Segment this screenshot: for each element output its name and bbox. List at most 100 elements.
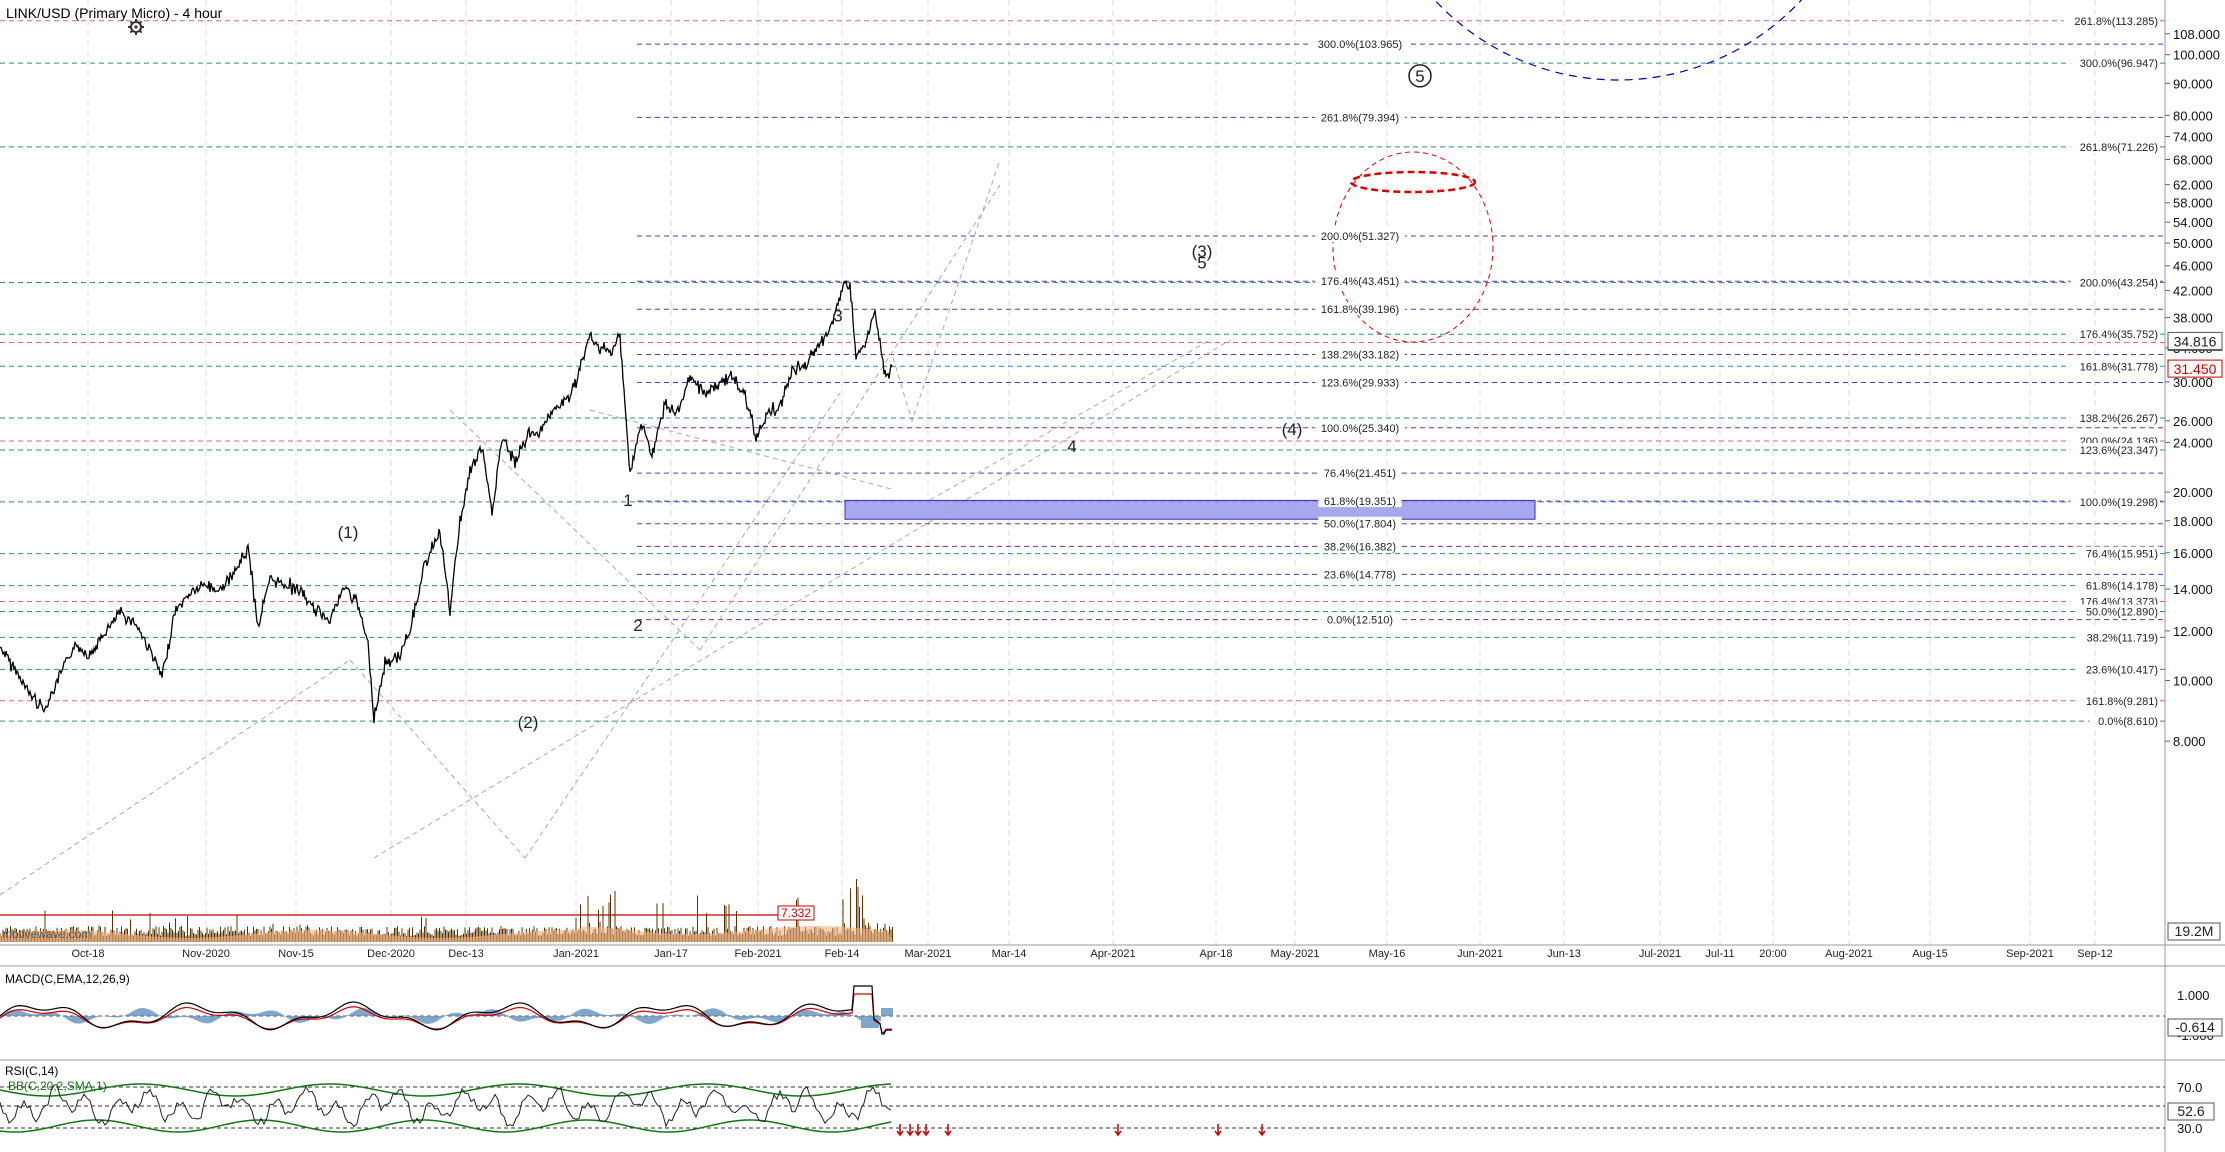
svg-text:34.816: 34.816 [2174, 333, 2217, 349]
svg-text:52.6: 52.6 [2177, 1103, 2204, 1119]
volume-bars: 7.332 [0, 879, 893, 942]
rsi-label: RSI(C,14) [5, 1064, 58, 1078]
blue-target-circle [1433, 0, 1803, 81]
fib-label-right: 61.8%(14.178) [2086, 581, 2158, 593]
date-tick-label: Jul-11 [1705, 948, 1734, 960]
support-zone [844, 499, 1536, 520]
rsi-bb-lower [0, 1119, 892, 1133]
fib-label-middle: 161.8%(39.196) [1321, 304, 1399, 316]
svg-text:31.450: 31.450 [2174, 361, 2217, 377]
price-tick-label: 90.000 [2173, 76, 2213, 91]
date-tick-label: Apr-2021 [1090, 948, 1135, 960]
fib-label-right: 161.8%(9.281) [2086, 696, 2158, 708]
wave-label: 4 [1067, 437, 1076, 456]
price-axis[interactable]: 108.000 100.000 90.000 80.000 74.000 68.000 62… [2165, 27, 2220, 749]
svg-text:7.332: 7.332 [781, 906, 811, 920]
price-tick-label: 62.000 [2173, 178, 2213, 193]
date-tick-label: 20:00 [1759, 948, 1787, 960]
wave-label: 2 [633, 616, 642, 635]
date-tick-label: Sep-12 [2077, 948, 2112, 960]
svg-text:19.2M: 19.2M [2175, 923, 2214, 939]
date-tick-label: Sep-2021 [2006, 948, 2054, 960]
price-marker: 31.450 [2167, 359, 2223, 378]
price-tick-label: 58.000 [2173, 196, 2213, 211]
price-bars [0, 159, 1001, 724]
price-tick-label: 50.000 [2173, 236, 2213, 251]
chart-title: LINK/USD (Primary Micro) - 4 hour [6, 5, 223, 21]
date-tick-label: Dec-2020 [367, 948, 415, 960]
down-arrow-icon [922, 1124, 930, 1137]
rsi-bb-upper [0, 1083, 892, 1097]
price-tick-label: 8.000 [2173, 734, 2206, 749]
fib-label-right: 138.2%(26.267) [2080, 413, 2158, 425]
fib-label-middle: 300.0%(103.965) [1318, 39, 1402, 51]
down-arrow-icon [1214, 1124, 1222, 1137]
price-tick-label: 30.000 [2173, 375, 2213, 390]
gear-icon[interactable] [128, 19, 144, 35]
fib-label-middle: 123.6%(29.933) [1321, 378, 1399, 390]
fib-label-right: 23.6%(10.417) [2086, 664, 2158, 676]
price-tick-label: 24.000 [2173, 436, 2213, 451]
fib-label-right: 261.8%(71.226) [2080, 142, 2158, 154]
fib-label-middle: 76.4%(21.451) [1324, 468, 1396, 480]
date-tick-label: Feb-2021 [734, 948, 781, 960]
fib-label-middle: 0.0%(12.510) [1327, 615, 1393, 627]
down-arrow-icon [914, 1124, 922, 1137]
wave-label: 1 [623, 491, 632, 510]
volume-marker: 19.2M [2167, 922, 2221, 941]
price-series [0, 279, 893, 724]
macd-pane[interactable]: MACD(C,EMA,12,26,9)1.000-1.000-0.614 [0, 972, 2225, 1061]
price-tick-label: 108.000 [2173, 27, 2220, 42]
fib-label-right: 123.6%(23.347) [2080, 445, 2158, 457]
rsi-current-marker: 52.6 [2167, 1102, 2215, 1121]
fib-label-right: 0.0%(8.610) [2098, 716, 2158, 728]
date-tick-label: Aug-2021 [1825, 948, 1873, 960]
fib-label-middle: 61.8%(19.351) [1324, 496, 1396, 508]
date-tick-label: Dec-13 [448, 948, 483, 960]
date-tick-label: May-16 [1369, 948, 1406, 960]
date-tick-label: Jan-17 [654, 948, 688, 960]
macd-label: MACD(C,EMA,12,26,9) [5, 972, 130, 986]
support-zone-box [844, 499, 1536, 520]
rsi-pane[interactable]: RSI(C,14)BB(C,20,2,SMA,1) 70.030.052.6 [0, 1064, 2215, 1137]
price-tick-label: 54.000 [2173, 215, 2213, 230]
svg-text:-0.614: -0.614 [2175, 1019, 2215, 1035]
price-tick-label: 14.000 [2173, 582, 2213, 597]
date-tick-label: Mar-14 [992, 948, 1027, 960]
date-tick-label: Aug-15 [1912, 948, 1947, 960]
wave-label: 5 [1197, 254, 1206, 273]
fib-label-middle: 50.0%(17.804) [1324, 519, 1396, 531]
price-tick-label: 18.000 [2173, 514, 2213, 529]
price-tick-label: 12.000 [2173, 624, 2213, 639]
date-tick-label: Nov-15 [278, 948, 313, 960]
date-tick-label: Nov-2020 [182, 948, 230, 960]
price-tick-label: 100.000 [2173, 48, 2220, 63]
circled-wave-5 [1408, 64, 1432, 88]
price-tick-label: 46.000 [2173, 259, 2213, 274]
price-tick-label: 74.000 [2173, 130, 2213, 145]
wave-label: 3 [833, 306, 842, 325]
wave-label: 5 [1415, 67, 1424, 86]
price-tick-label: 38.000 [2173, 311, 2213, 326]
date-tick-label: Oct-18 [71, 948, 104, 960]
fib-label-right: 300.0%(96.947) [2080, 58, 2158, 70]
price-tick-label: 26.000 [2173, 414, 2213, 429]
target-circles [1332, 0, 1803, 343]
watermark: motivewave.com [2, 927, 91, 941]
rsi-line [0, 1084, 892, 1128]
price-tick-label: 68.000 [2173, 153, 2213, 168]
date-axis[interactable]: Oct-18 Nov-2020 Nov-15 Dec-2020 Dec-13 Jan-20… [71, 948, 2112, 960]
fib-label-right: 161.8%(31.778) [2080, 361, 2158, 373]
fib-label-middle: 261.8%(79.394) [1321, 112, 1399, 124]
fib-label-right: 50.0%(12.890) [2086, 607, 2158, 619]
rsi-tick-70: 70.0 [2177, 1080, 2202, 1095]
red-target-ellipse [1349, 170, 1477, 194]
macd-tick-upper: 1.000 [2177, 988, 2210, 1003]
date-tick-label: Feb-14 [825, 948, 860, 960]
fib-label-right: 261.8%(113.285) [2074, 16, 2158, 28]
down-arrow-icon [1258, 1124, 1266, 1137]
fib-level-labels: 300.0%(103.965) 261.8%(79.394) 200.0%(51.3… [1312, 13, 2160, 728]
